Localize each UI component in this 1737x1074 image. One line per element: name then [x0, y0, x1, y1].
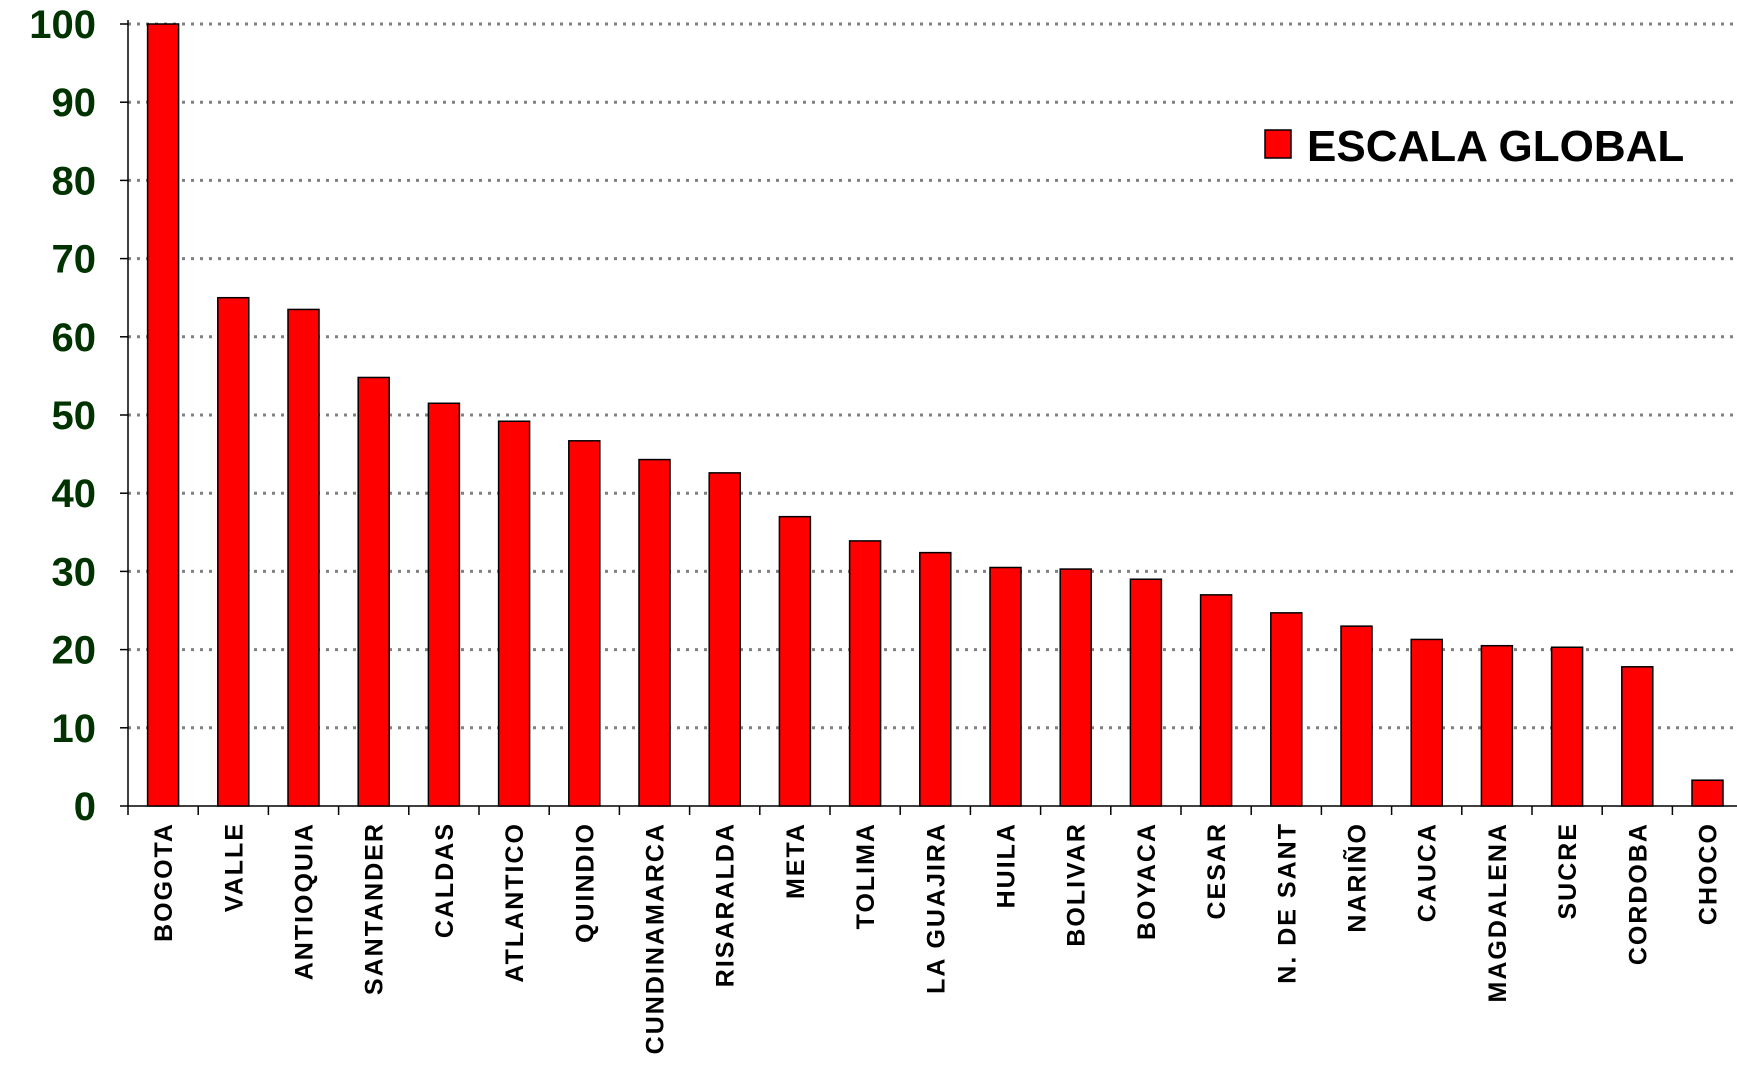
bar-caldas [427, 402, 461, 807]
x-tick-label: CAUCA [1414, 822, 1442, 922]
x-tick-label: HUILA [993, 822, 1021, 908]
x-tick-label: N. DE SANT [1273, 822, 1301, 984]
y-tick-label: 10 [52, 707, 97, 751]
x-tick-label: SANTANDER [361, 822, 389, 995]
x-tick-label: BOYACA [1133, 822, 1161, 940]
x-tick-label: TOLIMA [852, 822, 880, 929]
y-tick-label: 90 [52, 81, 97, 125]
x-tick-label: META [782, 822, 810, 899]
x-tick-label: BOGOTA [150, 822, 178, 942]
bar-cundinamarca [638, 458, 671, 807]
x-tick-label: BOLIVAR [1063, 822, 1091, 947]
bar-atlantico [497, 420, 531, 807]
bar-bolivar [1059, 568, 1092, 807]
bar-nariño [1340, 625, 1373, 807]
x-tick-label: ATLANTICO [501, 822, 529, 983]
y-tick-label: 30 [52, 550, 97, 594]
bar-magdalena [1480, 644, 1514, 807]
bar-choco [1691, 779, 1724, 807]
bar-la-guajira [919, 551, 952, 807]
bars [146, 23, 1724, 807]
x-tick-label: RISARALDA [712, 822, 740, 987]
bar-cesar [1199, 594, 1233, 807]
y-tick-label: 40 [52, 472, 97, 516]
y-tick-label: 60 [52, 316, 97, 360]
bar-bogota [146, 23, 180, 807]
bar-risaralda [708, 472, 741, 807]
bar-cauca [1410, 638, 1443, 807]
x-tick-label: VALLE [220, 822, 248, 912]
x-tick-label: CHOCO [1695, 822, 1723, 925]
x-tick-label: SUCRE [1554, 822, 1582, 920]
x-tick-label: CALDAS [431, 822, 459, 938]
x-tick-label: CORDOBA [1624, 822, 1652, 965]
x-tick-label: NARIÑO [1342, 822, 1372, 933]
y-tick-label: 50 [52, 394, 97, 438]
y-tick-label: 100 [29, 3, 96, 47]
x-tick-label: CUNDINAMARCA [642, 822, 670, 1054]
bar-n-de-sant [1270, 612, 1303, 807]
y-tick-label: 0 [74, 785, 96, 829]
bar-huila [989, 566, 1022, 807]
x-tick-label: QUINDIO [571, 822, 599, 943]
y-tick-label: 20 [52, 629, 97, 673]
bar-meta [778, 515, 812, 807]
y-tick-label: 70 [52, 238, 97, 282]
bar-sucre [1550, 646, 1584, 807]
bar-cordoba [1621, 666, 1654, 807]
legend-swatch [1264, 129, 1292, 159]
x-axis-tick-labels: BOGOTA VALLE ANTIOQUIA SANTANDER CALDAS ATLAN… [150, 822, 1722, 1054]
x-tick-label: MAGDALENA [1484, 822, 1512, 1003]
x-tick-label: LA GUAJIRA [922, 822, 950, 994]
legend-label: ESCALA GLOBAL [1307, 122, 1684, 171]
bar-antioquia [287, 308, 320, 807]
y-axis-tick-labels: 0 10 20 30 40 50 60 70 80 90 100 [29, 3, 96, 829]
x-tick-label: ANTIOQUIA [291, 822, 319, 980]
bar-tolima [848, 540, 882, 807]
legend: ESCALA GLOBAL [1264, 122, 1684, 171]
bar-santander [357, 376, 390, 807]
x-tick-label: CESAR [1203, 822, 1231, 920]
bar-boyaca [1129, 578, 1163, 807]
y-tick-label: 80 [52, 159, 97, 203]
bar-valle [217, 296, 250, 807]
bar-quindio [568, 440, 601, 807]
